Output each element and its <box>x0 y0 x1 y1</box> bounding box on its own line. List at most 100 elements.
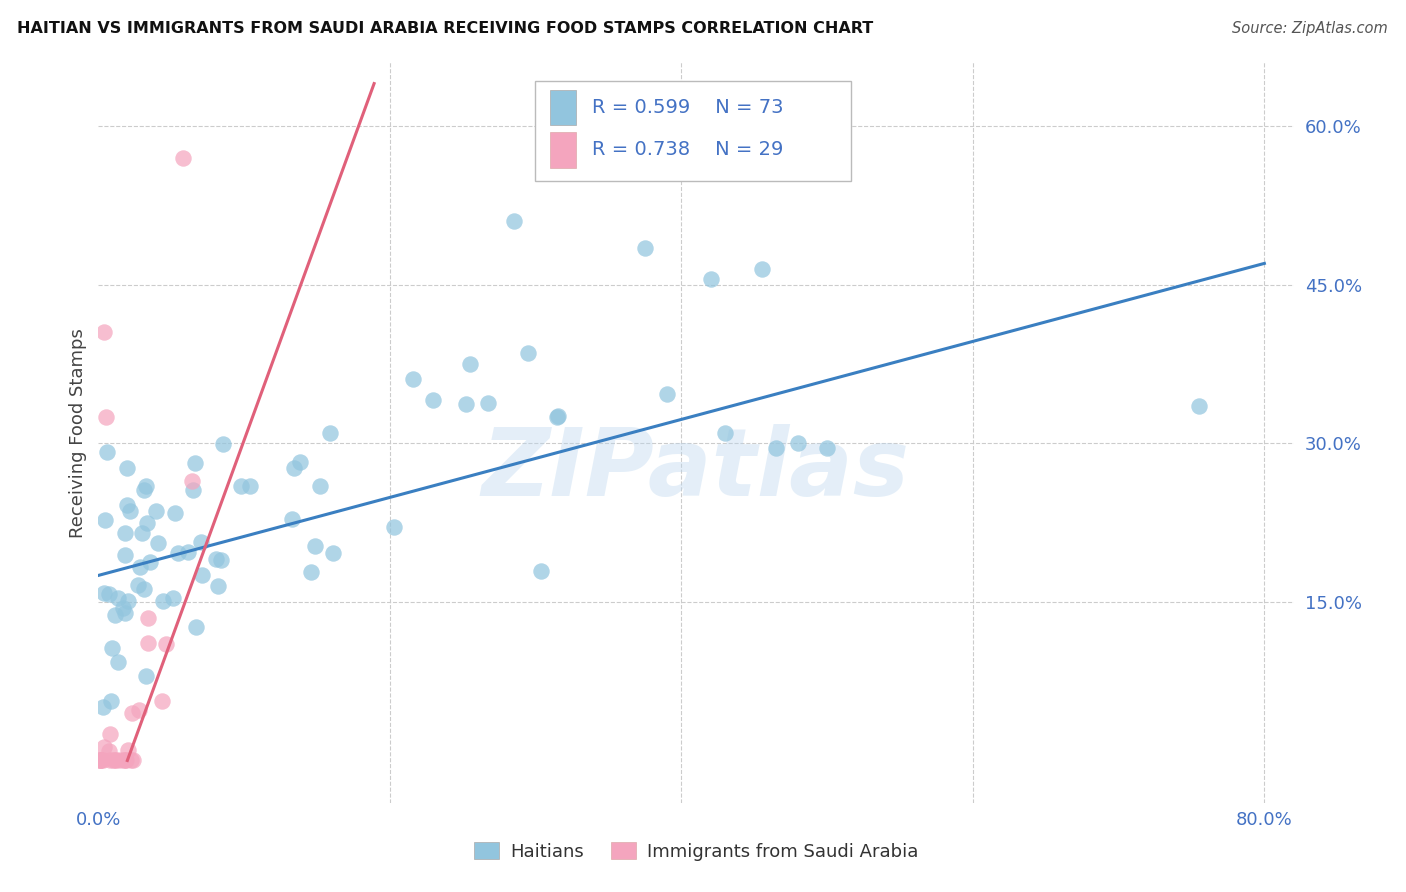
Point <box>152 694 174 708</box>
Point <box>121 706 143 720</box>
Point <box>129 560 152 574</box>
Point <box>765 442 787 456</box>
Point <box>634 241 657 255</box>
Point <box>229 479 252 493</box>
Point <box>111 600 134 615</box>
Point <box>162 591 184 605</box>
Point <box>191 568 214 582</box>
Point <box>112 754 135 768</box>
Point <box>304 539 326 553</box>
Point <box>458 357 481 371</box>
Point <box>132 483 155 497</box>
Point <box>93 754 115 768</box>
Point <box>239 479 262 493</box>
Point <box>89 754 111 768</box>
Point <box>90 754 112 768</box>
Point <box>211 436 233 450</box>
Point <box>181 483 204 497</box>
Point <box>184 620 207 634</box>
Point <box>751 261 773 276</box>
Y-axis label: Receiving Food Stamps: Receiving Food Stamps <box>69 327 87 538</box>
Point <box>815 442 838 456</box>
Text: Source: ZipAtlas.com: Source: ZipAtlas.com <box>1232 21 1388 36</box>
Point <box>546 410 568 425</box>
Point <box>402 372 425 386</box>
Point <box>121 754 143 768</box>
Text: R = 0.599    N = 73: R = 0.599 N = 73 <box>592 98 783 117</box>
Point <box>114 549 136 563</box>
Point <box>89 754 111 768</box>
Point <box>117 498 139 512</box>
Point <box>172 151 194 165</box>
Point <box>529 564 551 578</box>
Point <box>114 754 136 768</box>
Text: HAITIAN VS IMMIGRANTS FROM SAUDI ARABIA RECEIVING FOOD STAMPS CORRELATION CHART: HAITIAN VS IMMIGRANTS FROM SAUDI ARABIA … <box>17 21 873 36</box>
Point <box>132 582 155 596</box>
Point <box>190 535 212 549</box>
Point <box>117 743 139 757</box>
Point <box>98 744 121 758</box>
Point <box>135 669 157 683</box>
Point <box>183 457 205 471</box>
Point <box>163 506 186 520</box>
Point <box>422 392 444 407</box>
Point <box>319 425 342 440</box>
Point <box>96 444 118 458</box>
Point <box>104 608 127 623</box>
Point <box>120 754 142 768</box>
Point <box>117 594 139 608</box>
Point <box>207 578 229 592</box>
Point <box>655 387 678 401</box>
Text: R = 0.738    N = 29: R = 0.738 N = 29 <box>592 140 783 160</box>
Point <box>127 577 149 591</box>
Point <box>180 475 202 489</box>
Bar <box>550 90 576 126</box>
Point <box>101 754 124 768</box>
Point <box>93 325 115 339</box>
Point <box>714 425 737 440</box>
Point <box>131 525 153 540</box>
Point <box>145 504 167 518</box>
Point <box>205 552 228 566</box>
Text: ZIPatlas: ZIPatlas <box>482 424 910 516</box>
Point <box>309 479 332 493</box>
Point <box>93 739 115 754</box>
FancyBboxPatch shape <box>534 81 852 181</box>
Point <box>128 703 150 717</box>
Point <box>502 214 524 228</box>
Point <box>699 272 721 286</box>
Point <box>1188 399 1211 413</box>
Point <box>93 512 115 526</box>
Point <box>167 546 190 560</box>
Point <box>148 536 170 550</box>
Point <box>104 754 127 768</box>
Point <box>547 409 569 423</box>
Point <box>115 461 138 475</box>
Point <box>103 754 125 768</box>
Point <box>456 397 478 411</box>
Point <box>98 754 121 768</box>
Point <box>136 611 159 625</box>
Point <box>93 586 115 600</box>
Point <box>101 640 124 655</box>
Point <box>89 754 111 768</box>
Point <box>139 555 162 569</box>
Point <box>107 655 129 669</box>
Point <box>177 545 200 559</box>
Point <box>477 396 499 410</box>
Point <box>114 607 136 621</box>
Point <box>152 594 174 608</box>
Point <box>114 526 136 541</box>
Point <box>100 694 122 708</box>
Point <box>288 455 311 469</box>
Point <box>382 519 405 533</box>
Point <box>108 754 131 768</box>
Point <box>136 516 159 531</box>
Point <box>91 699 114 714</box>
Point <box>107 591 129 605</box>
Point <box>135 479 157 493</box>
Point <box>155 637 177 651</box>
Point <box>97 587 120 601</box>
Point <box>136 635 159 649</box>
Bar <box>550 132 576 168</box>
